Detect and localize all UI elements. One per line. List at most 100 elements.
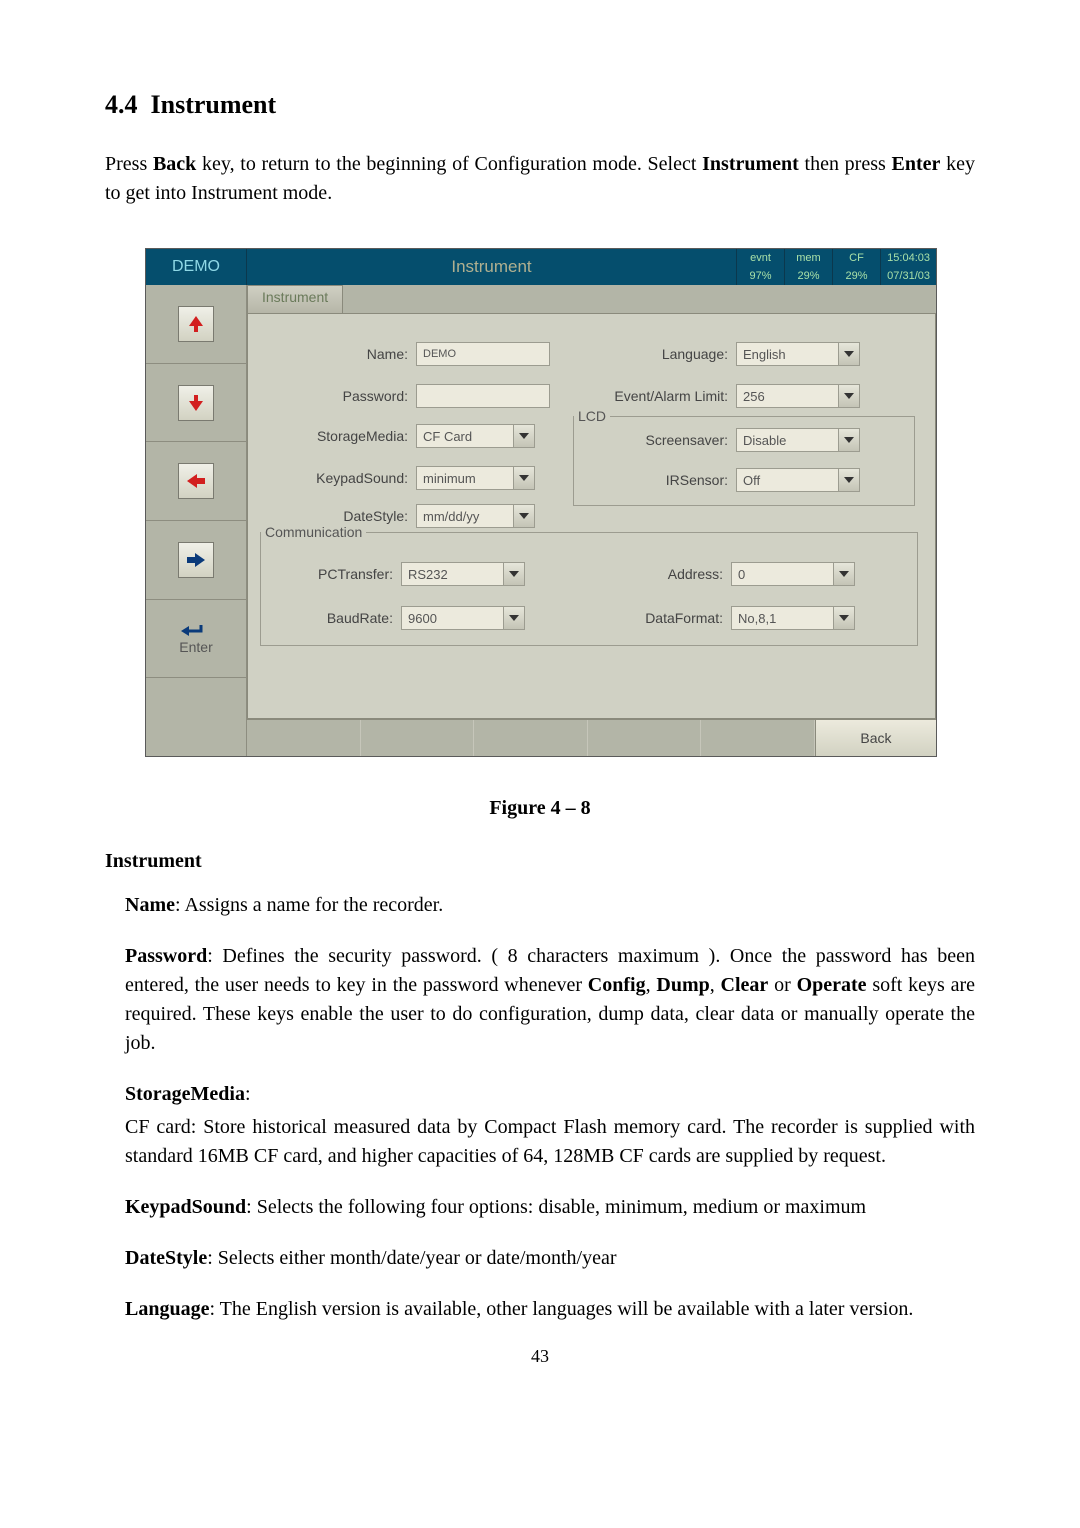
select-eventalarm[interactable]: 256 [736,384,860,408]
select-language[interactable]: English [736,342,860,366]
chevron-down-icon [844,393,854,399]
label-password: Password: [268,388,416,404]
desc-keypad: KeypadSound: Selects the following four … [125,1193,975,1222]
intro-text: Press [105,153,153,175]
intro-text: key, to return to the beginning of Confi… [196,153,702,175]
desc-password-label: Password [125,945,207,967]
chevron-down-icon [519,433,529,439]
device-screenshot: DEMO Instrument evnt mem CF 15:04:03 97%… [145,248,937,757]
section-heading: 4.4 Instrument [105,90,975,120]
desc-name-label: Name [125,894,175,916]
select-value: RS232 [408,567,448,582]
softkey-slot [247,720,361,756]
desc-text: , [646,974,657,996]
select-address[interactable]: 0 [731,562,855,586]
enter-icon [179,623,205,639]
chevron-down-icon [839,615,849,621]
desc-text: , [710,974,721,996]
select-baudrate[interactable]: 9600 [401,606,525,630]
select-screensaver[interactable]: Disable [736,428,860,452]
desc-bold: Config [588,974,646,996]
select-dataformat[interactable]: No,8,1 [731,606,855,630]
page-number: 43 [105,1346,975,1367]
stat-date: 07/31/03 [880,267,936,285]
desc-name-text: : Assigns a name for the recorder. [175,894,443,916]
select-value: Disable [743,433,786,448]
form-area: Name: DEMO Password: StorageMedia: CF Ca… [247,313,936,719]
intro-paragraph: Press Back key, to return to the beginni… [105,150,975,208]
section-title: Instrument [151,90,277,119]
select-pctransfer[interactable]: RS232 [401,562,525,586]
select-value: mm/dd/yy [423,509,479,524]
softkey-slot [701,720,815,756]
device-id: DEMO [146,249,247,285]
intro-bold-enter: Enter [891,153,940,175]
device-title: Instrument [247,249,736,285]
arrow-left-icon [185,472,207,490]
chevron-down-icon [509,615,519,621]
section-number: 4.4 [105,90,138,119]
desc-keypad-text: : Selects the following four options: di… [246,1196,866,1218]
group-lcd-legend: LCD [574,408,610,424]
back-button[interactable]: Back [815,720,936,756]
desc-datestyle: DateStyle: Selects either month/date/yea… [125,1244,975,1273]
desc-datestyle-text: : Selects either month/date/year or date… [207,1247,616,1269]
nav-left[interactable] [146,442,246,521]
desc-datestyle-label: DateStyle [125,1247,207,1269]
nav-enter[interactable]: Enter [146,600,246,679]
stat-time: 15:04:03 [880,249,936,267]
label-pctransfer: PCTransfer: [278,566,401,582]
select-value: No,8,1 [738,611,776,626]
label-address: Address: [608,566,731,582]
select-keypadsound[interactable]: minimum [416,466,535,490]
chevron-down-icon [509,571,519,577]
softkey-slot [588,720,702,756]
desc-language: Language: The English version is availab… [125,1295,975,1324]
nav-down[interactable] [146,364,246,443]
desc-language-label: Language [125,1298,209,1320]
desc-language-text: : The English version is available, othe… [209,1298,913,1320]
arrow-up-icon [187,314,205,334]
arrow-down-icon [187,393,205,413]
intro-bold-back: Back [153,153,196,175]
stat-mem-label: mem [784,249,832,267]
input-name[interactable]: DEMO [416,342,550,366]
intro-bold-instrument: Instrument [702,153,799,175]
label-language: Language: [578,346,736,362]
nav-enter-label: Enter [179,639,212,655]
label-dataformat: DataFormat: [608,610,731,626]
softkey-slot [474,720,588,756]
stat-cf-label: CF [832,249,880,267]
group-communication-legend: Communication [261,524,366,540]
nav-up[interactable] [146,285,246,364]
desc-keypad-label: KeypadSound [125,1196,246,1218]
input-password[interactable] [416,384,550,408]
intro-text: then press [799,153,892,175]
label-storagemedia: StorageMedia: [268,428,416,444]
select-value: CF Card [423,429,472,444]
desc-storage-label: StorageMedia [125,1083,245,1105]
chevron-down-icon [844,351,854,357]
figure-caption: Figure 4 – 8 [105,797,975,820]
stat-cf-value: 29% [832,267,880,285]
chevron-down-icon [839,571,849,577]
nav-panel: Enter [146,285,247,756]
chevron-down-icon [519,513,529,519]
tab-instrument[interactable]: Instrument [247,285,343,313]
desc-storage-body: CF card: Store historical measured data … [125,1113,975,1171]
label-datestyle: DateStyle: [268,508,416,524]
label-irsensor: IRSensor: [588,472,736,488]
stat-evnt-label: evnt [736,249,784,267]
select-storagemedia[interactable]: CF Card [416,424,535,448]
topbar: DEMO Instrument evnt mem CF 15:04:03 97%… [146,249,936,285]
select-irsensor[interactable]: Off [736,468,860,492]
select-value: 256 [743,389,765,404]
chevron-down-icon [519,475,529,481]
label-baudrate: BaudRate: [278,610,401,626]
nav-right[interactable] [146,521,246,600]
select-value: Off [743,473,760,488]
nav-blank [146,678,246,756]
label-name: Name: [268,346,416,362]
desc-bold: Operate [797,974,867,996]
desc-bold: Clear [721,974,769,996]
